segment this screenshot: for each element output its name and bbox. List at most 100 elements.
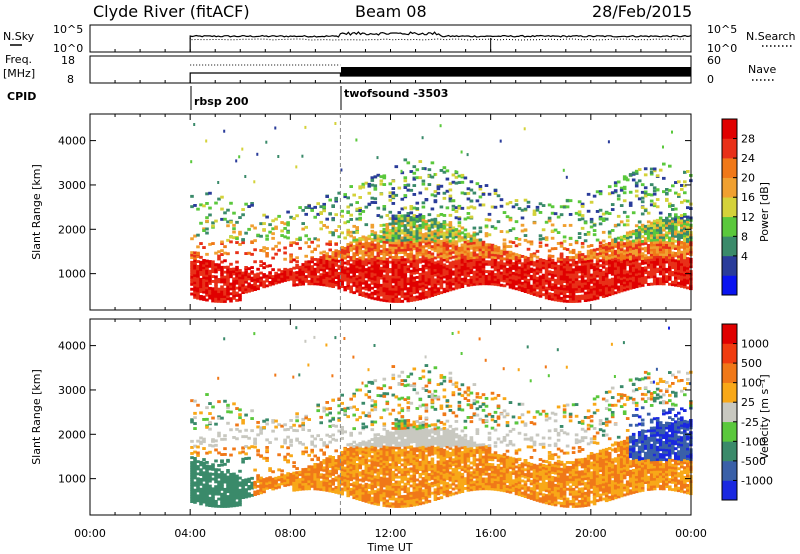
velocity-cell	[346, 443, 350, 447]
power-cell	[442, 196, 447, 200]
power-cell	[487, 212, 492, 216]
power-cell	[469, 239, 474, 243]
power-cell	[674, 239, 678, 243]
power-cell	[487, 248, 492, 252]
velocity-cell	[244, 495, 248, 499]
power-cell	[568, 285, 573, 289]
velocity-cell	[310, 458, 314, 462]
power-cell	[595, 289, 600, 293]
power-cell	[313, 248, 317, 251]
power-cell	[265, 277, 269, 280]
velocity-cell	[352, 467, 356, 470]
power-cell	[385, 277, 390, 281]
power-cell	[421, 250, 426, 254]
power-cell	[634, 253, 639, 257]
power-cell	[565, 273, 570, 276]
power-cell	[427, 251, 432, 254]
velocity-cell	[250, 417, 254, 420]
power-cell	[677, 259, 681, 263]
velocity-cell	[241, 435, 245, 439]
power-cell	[220, 242, 224, 245]
power-cell	[671, 266, 675, 269]
power-cell	[469, 266, 474, 270]
velocity-cell	[214, 473, 218, 476]
power-cell	[451, 287, 456, 291]
power-cell	[364, 287, 369, 291]
power-cell	[235, 237, 239, 241]
velocity-cell	[229, 487, 233, 491]
power-cell	[328, 282, 332, 285]
power-cell	[307, 204, 311, 208]
power-cell	[481, 203, 486, 207]
power-cell	[680, 200, 684, 204]
power-cell	[550, 275, 555, 279]
velocity-cell	[208, 491, 212, 495]
power-colorbar-tick-label: 28	[741, 133, 755, 146]
power-cell	[355, 226, 359, 229]
velocity-cell	[352, 452, 356, 456]
power-cell	[631, 244, 636, 248]
velocity-cell	[238, 488, 242, 492]
power-cell	[583, 279, 588, 283]
velocity-cell	[250, 486, 254, 490]
velocity-cell	[190, 492, 194, 496]
power-cell	[544, 236, 549, 240]
power-cell	[412, 165, 417, 169]
power-cell	[241, 279, 245, 282]
velocity-cell	[223, 495, 227, 499]
power-cell	[370, 286, 375, 290]
power-cell	[442, 265, 447, 269]
power-cell	[523, 258, 528, 262]
power-cell	[683, 229, 687, 233]
power-cell	[511, 264, 516, 268]
power-cell	[472, 206, 477, 210]
power-cell	[352, 236, 356, 240]
power-cell	[683, 227, 687, 230]
power-cell	[511, 271, 516, 275]
power-cell	[580, 294, 585, 298]
power-cell	[253, 280, 257, 284]
power-cell	[394, 236, 399, 240]
power-cell	[334, 259, 338, 262]
power-cell	[680, 277, 684, 281]
power-cell	[265, 264, 269, 268]
power-cell	[436, 231, 441, 235]
power-cell	[382, 262, 387, 266]
velocity-cell	[358, 466, 362, 470]
velocity-cell	[295, 467, 299, 470]
power-cell	[610, 272, 615, 276]
power-cell	[631, 273, 636, 277]
power-cell	[686, 220, 690, 224]
power-cell	[607, 242, 612, 245]
power-cell	[403, 265, 408, 269]
velocity-cell	[346, 457, 350, 461]
power-cell	[313, 258, 317, 261]
power-cell	[683, 261, 687, 265]
power-cell	[355, 217, 359, 221]
velocity-cell	[211, 502, 215, 505]
power-cell	[280, 274, 284, 278]
power-cell	[583, 260, 588, 263]
power-cell	[367, 249, 372, 253]
power-cell	[355, 277, 359, 281]
power-cell	[562, 239, 567, 243]
power-cell	[487, 282, 492, 286]
power-cell	[613, 269, 618, 273]
power-cell	[325, 217, 329, 221]
power-cell	[211, 265, 215, 269]
velocity-cell	[325, 479, 329, 482]
velocity-cell	[358, 415, 362, 419]
power-cell	[601, 285, 606, 289]
power-cell	[433, 288, 438, 292]
power-cell	[634, 238, 639, 242]
power-cell	[658, 260, 663, 264]
power-cell	[671, 241, 675, 245]
power-cell	[436, 245, 441, 249]
power-cell	[370, 260, 375, 263]
power-cell	[394, 231, 399, 235]
power-cell	[574, 290, 579, 294]
velocity-cell	[199, 478, 203, 481]
power-cell	[595, 272, 600, 276]
power-cell	[400, 241, 405, 245]
velocity-cell	[304, 480, 308, 483]
